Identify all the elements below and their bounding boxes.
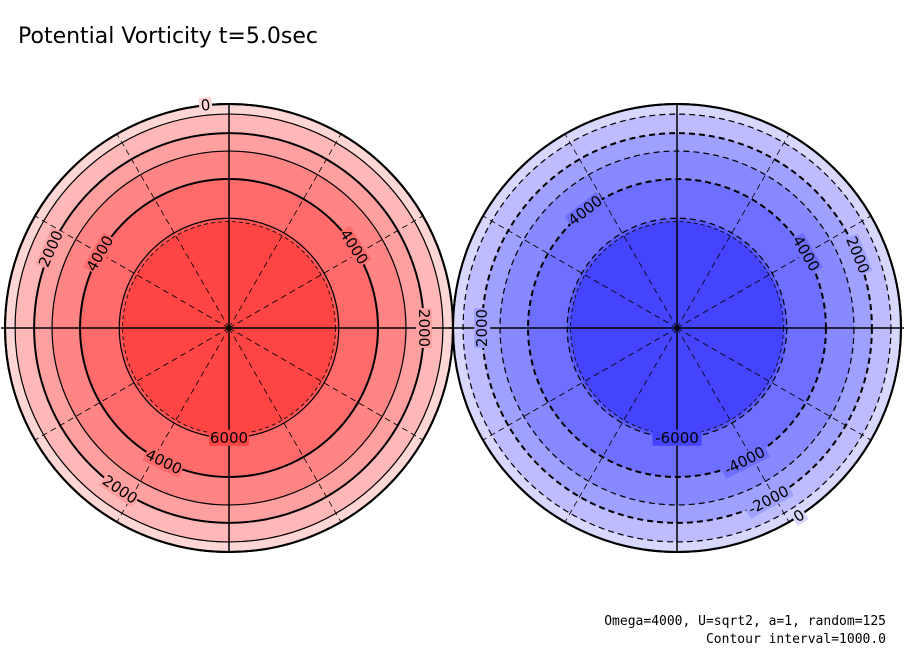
meridian-line xyxy=(676,327,872,441)
contour-label-bg xyxy=(564,192,606,230)
parameters-annotation: Omega=4000, U=sqrt2, a=1, random=125 xyxy=(604,614,886,629)
contour-label: 2000 xyxy=(415,309,433,347)
meridian-line xyxy=(34,215,230,329)
pole-marker xyxy=(674,325,680,331)
contour-label-bg xyxy=(198,96,213,114)
contour-label-bg xyxy=(209,429,249,446)
contour-label: 0 xyxy=(200,96,211,115)
contour-label: 2000 xyxy=(473,309,491,347)
meridian-line xyxy=(116,133,230,329)
contour-label-bg xyxy=(789,232,823,275)
contour-label-bg xyxy=(142,445,186,478)
chart-title: Potential Vorticity t=5.0sec xyxy=(18,24,318,49)
meridian-line xyxy=(228,327,424,441)
meridian-line xyxy=(676,133,790,329)
pole-marker xyxy=(226,325,232,331)
meridian-line xyxy=(116,327,230,523)
meridian-line xyxy=(228,133,342,329)
contour-label-bg xyxy=(336,225,372,269)
meridian-line xyxy=(482,327,678,441)
meridian-line xyxy=(228,215,424,329)
contour-label-bg xyxy=(743,481,794,519)
contour-label-bg xyxy=(83,232,117,275)
contour-label-bg xyxy=(415,308,432,348)
contour-label-bg xyxy=(789,505,809,527)
contour-label-bg xyxy=(98,471,142,508)
contour-label: -6000 xyxy=(655,429,699,447)
meridian-line xyxy=(564,327,678,523)
meridian-line xyxy=(676,327,790,523)
contour-interval-annotation: Contour interval=1000.0 xyxy=(705,632,886,647)
meridian-line xyxy=(34,327,230,441)
contour-label-bg xyxy=(474,308,491,348)
contour-label: 6000 xyxy=(210,429,248,447)
contour-label-bg xyxy=(719,442,771,479)
meridian-line xyxy=(676,215,872,329)
meridian-line xyxy=(482,215,678,329)
meridian-line xyxy=(228,327,342,523)
contour-label-bg xyxy=(35,227,67,271)
meridian-line xyxy=(564,133,678,329)
contour-label-bg xyxy=(652,429,702,446)
contour-label-bg xyxy=(842,233,873,277)
